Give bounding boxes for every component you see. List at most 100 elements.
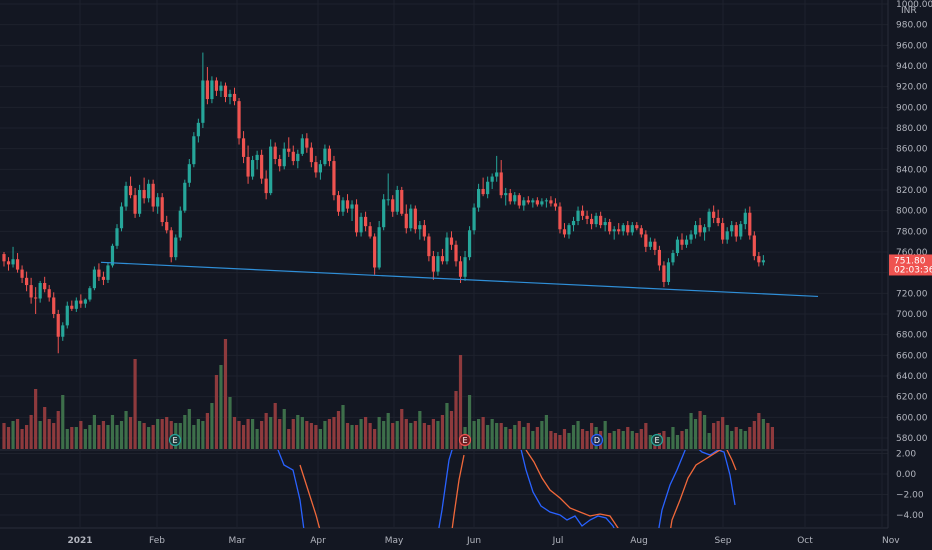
candle-body [671,253,675,263]
volume-bar [314,425,318,449]
candle-body [196,122,200,137]
volume-bar [743,431,747,449]
volume-bar [571,425,576,449]
candle-body [101,276,106,280]
volume-bar [675,435,680,449]
oscillator-line-orange [451,454,465,528]
candle-body [562,229,567,235]
volume-bar [246,419,250,449]
volume-bar [630,431,634,449]
volume-bar [644,423,648,449]
price-tick-label: 640.00 [896,372,928,382]
volume-bar [278,419,282,449]
candle-body [707,211,711,228]
time-tick-label: Oct [797,536,813,546]
candle-body [463,257,467,277]
candle-body [703,227,707,233]
support-trendline [100,261,819,298]
oscillator-line-orange [670,450,737,528]
candle-body [689,234,693,240]
candle-body [88,288,92,300]
volume-bar [74,427,78,449]
candle-body [684,239,689,245]
volume-bar [287,429,291,449]
time-tick-label: Jul [552,536,564,546]
candle-body [97,269,101,277]
volume-bar [648,435,652,449]
price-axis[interactable]: 1000.00 980.00 960.00 940.00 920.00 900.00 880… [889,0,932,521]
trendline[interactable] [100,261,819,298]
volume-bar [133,359,137,449]
candle-body [739,224,743,237]
price-tick-label: 660.00 [896,351,928,361]
volume-bar [20,429,24,449]
candle-body [52,297,56,314]
candle-body [251,160,255,177]
volume-bar [65,429,69,449]
volume-bar [454,391,458,449]
time-tick-label: Aug [630,536,648,546]
time-axis[interactable]: 2021 Feb Mar Apr May Jun Jul Aug Sep Oct Nov [67,536,900,546]
earnings-marker-label: D [594,436,600,445]
candle-body [241,138,246,157]
volume-bar [382,421,386,449]
volume-bar [603,421,607,449]
candle-body [232,93,237,102]
candle-body [626,225,630,233]
candle-body [567,225,571,235]
volume-bar [761,419,765,449]
volume-bar [639,429,643,449]
osc-tick-label: 2.00 [896,450,916,460]
volume-bar [138,421,142,449]
price-tick-label: 780.00 [896,227,928,237]
volume-bar [635,433,639,449]
volume-bar [377,417,381,449]
volume-bar [92,415,96,449]
candle-body [65,305,69,326]
volume-bar [237,421,241,449]
time-tick-label: Nov [882,536,900,546]
candle-body [133,195,137,214]
volume-bar [364,417,368,449]
candle-body [165,222,169,231]
volume-bar [698,411,702,449]
volume-bar [757,413,761,449]
volume-bar [449,411,454,449]
volume-bar [241,425,246,449]
candle-body [138,190,142,214]
oscillator-line-blue [277,450,305,528]
candle-body [192,136,196,165]
volume-bar [734,427,738,449]
candle-body [178,210,182,238]
volume-bar [214,375,219,449]
price-tick-label: 760.00 [896,248,928,258]
volume-bar [251,419,255,449]
candle-body [422,225,426,237]
volume-bar [730,431,734,449]
volume-bar [472,421,476,449]
candle-body [11,259,15,265]
candle-body [183,182,187,211]
candle-body [34,297,38,299]
volume-bar [264,413,268,449]
volume-bar [260,421,264,449]
volume-bar [11,421,15,449]
volume-bar [395,421,399,449]
candle-body [680,239,684,245]
volume-bar [223,339,228,449]
volume-bar [662,431,666,449]
earnings-marker-label: E [462,436,467,445]
volume-bar [531,431,535,449]
candle-body [522,200,526,206]
volume-bar [2,423,6,449]
volume-bar [101,421,106,449]
candle-body [323,148,327,165]
oscillator-line-blue [658,450,736,528]
volume-bar [467,395,472,449]
volume-bar [232,417,237,449]
candle-body [486,181,490,195]
price-tick-label: 980.00 [896,21,928,31]
price-tick-label: 600.00 [896,413,928,423]
